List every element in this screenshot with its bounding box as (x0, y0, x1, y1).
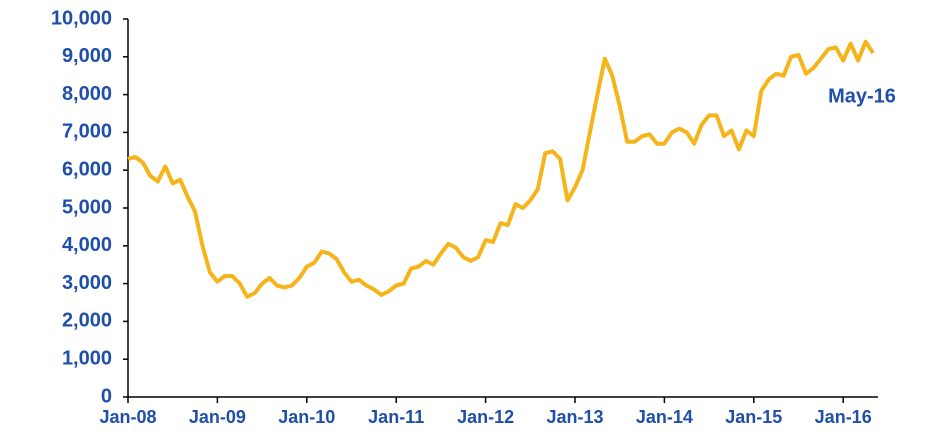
y-tick-label: 7,000 (62, 121, 112, 143)
x-tick-label: Jan-13 (546, 407, 603, 427)
y-tick-label: 6,000 (62, 158, 112, 180)
y-tick-label: 0 (101, 385, 112, 407)
x-tick-label: Jan-11 (368, 407, 424, 427)
y-tick-label: 4,000 (62, 234, 112, 256)
annotation: May-16 (828, 85, 896, 107)
y-tick-label: 10,000 (51, 7, 112, 29)
y-tick-label: 1,000 (62, 347, 112, 369)
x-tick-label: Jan-12 (457, 407, 514, 427)
y-tick-label: 8,000 (62, 83, 112, 105)
x-tick-label: Jan-14 (636, 407, 693, 427)
x-tick-label: Jan-16 (815, 407, 872, 427)
y-tick-label: 9,000 (62, 45, 112, 67)
x-tick-label: Jan-10 (278, 407, 335, 427)
x-tick-label: Jan-08 (99, 407, 156, 427)
line-series (127, 39, 875, 299)
y-tick-label: 3,000 (62, 272, 112, 294)
y-tick-label: 2,000 (62, 310, 112, 332)
x-tick-label: Jan-09 (189, 407, 246, 427)
y-tick-label: 5,000 (62, 196, 112, 218)
x-tick-label: Jan-15 (725, 407, 782, 427)
